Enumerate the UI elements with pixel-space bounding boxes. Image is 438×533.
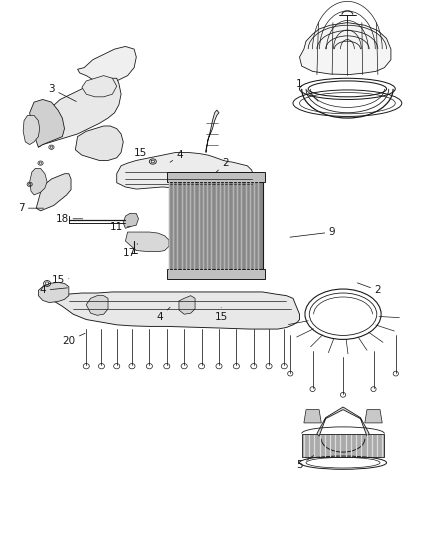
- Polygon shape: [167, 269, 265, 279]
- Polygon shape: [75, 126, 123, 160]
- Text: 4: 4: [39, 285, 67, 295]
- Text: 7: 7: [18, 203, 43, 213]
- Polygon shape: [167, 172, 265, 182]
- Text: 1: 1: [296, 78, 318, 101]
- Text: 15: 15: [134, 148, 152, 160]
- Polygon shape: [300, 22, 391, 75]
- Polygon shape: [39, 78, 121, 147]
- Polygon shape: [30, 168, 47, 195]
- Text: 5: 5: [296, 456, 314, 470]
- Polygon shape: [82, 76, 117, 97]
- Polygon shape: [169, 182, 262, 269]
- Text: 15: 15: [215, 308, 228, 322]
- Text: 15: 15: [51, 274, 69, 285]
- Text: 17: 17: [123, 244, 138, 259]
- Polygon shape: [365, 410, 382, 423]
- Polygon shape: [117, 152, 254, 193]
- Text: 3: 3: [48, 84, 76, 101]
- Polygon shape: [123, 214, 138, 228]
- Polygon shape: [86, 296, 108, 316]
- Polygon shape: [36, 174, 71, 211]
- Text: 2: 2: [357, 283, 381, 295]
- Text: 18: 18: [56, 214, 83, 224]
- Polygon shape: [78, 46, 136, 84]
- Polygon shape: [39, 282, 69, 303]
- Polygon shape: [304, 410, 321, 423]
- Text: 11: 11: [110, 222, 131, 232]
- Polygon shape: [317, 407, 369, 436]
- Text: 4: 4: [157, 307, 170, 322]
- Polygon shape: [23, 115, 40, 144]
- Polygon shape: [53, 292, 300, 329]
- Polygon shape: [206, 110, 219, 152]
- Polygon shape: [125, 232, 169, 252]
- Polygon shape: [30, 100, 64, 147]
- Polygon shape: [179, 296, 195, 314]
- Polygon shape: [302, 433, 385, 457]
- Text: 2: 2: [215, 158, 229, 173]
- Text: 9: 9: [290, 227, 336, 237]
- Text: 20: 20: [62, 333, 85, 346]
- Text: 4: 4: [170, 150, 183, 162]
